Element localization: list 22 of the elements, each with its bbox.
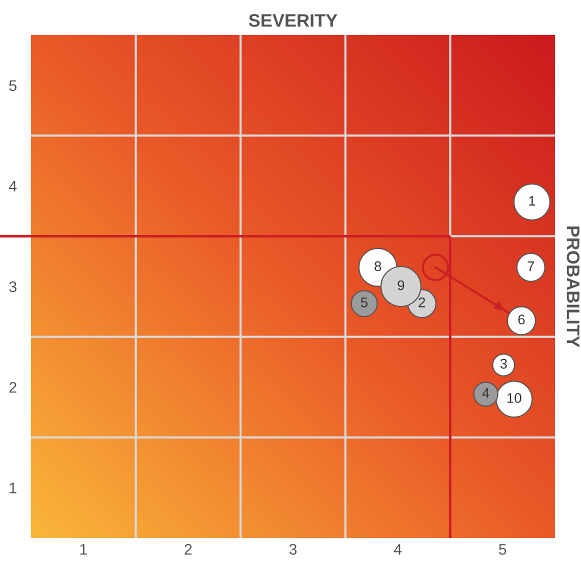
annotation: 9 [398,280,404,290]
y-tick-label: 2 [9,382,16,393]
annotation: 10 [507,393,522,403]
x-tick-label: 1 [80,544,87,555]
x-tick-label: 5 [498,544,506,555]
annotation: 1 [529,196,536,206]
annotation: 5 [360,298,368,308]
y-tick-label: 5 [9,80,16,91]
annotation: 2 [418,297,426,308]
annotation: 3 [500,358,507,369]
y-axis-title: PROBABILITY [566,226,580,348]
annotation: 8 [374,261,382,272]
annotation: 7 [528,261,534,271]
annotation: 4 [482,388,490,398]
x-tick-label: 3 [289,544,297,555]
annotation: 6 [518,314,525,324]
y-tick-label: 1 [10,482,16,494]
chart-title: SEVERITY [248,14,338,27]
x-tick-label: 4 [394,544,402,555]
x-tick-label: 2 [184,544,192,555]
y-tick-label: 4 [8,180,17,192]
y-tick-label: 3 [9,281,16,292]
